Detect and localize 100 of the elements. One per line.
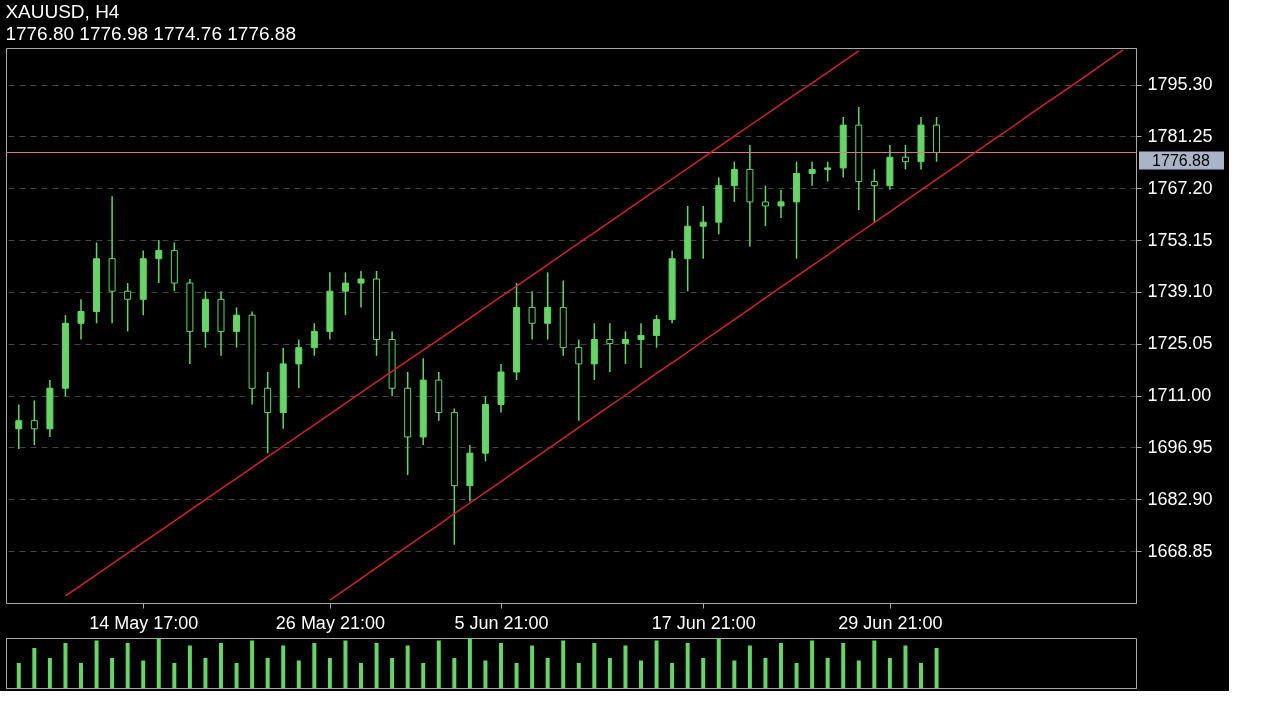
candlestick	[808, 160, 816, 187]
bar	[576, 663, 581, 688]
bar	[156, 638, 161, 688]
bar	[390, 658, 395, 688]
candlestick	[824, 160, 832, 183]
bar	[359, 663, 363, 688]
candlestick	[155, 239, 163, 284]
candlestick	[730, 160, 738, 203]
x-tick-label: 5 Jun 21:00	[454, 612, 549, 633]
x-tick-label: 29 Jun 21:00	[838, 612, 943, 633]
ref-line-label: 1776.88	[1152, 151, 1211, 169]
bar	[607, 658, 612, 688]
bar	[732, 660, 737, 688]
bar	[436, 640, 441, 688]
candlestick	[621, 330, 629, 365]
bar	[639, 660, 643, 688]
bar	[47, 658, 52, 688]
bar	[296, 660, 301, 688]
bar	[125, 643, 130, 688]
bar	[421, 663, 426, 688]
y-tick-label: 1668.85	[1147, 540, 1213, 561]
y-tick-label: 1781.25	[1147, 125, 1213, 146]
candlestick	[544, 271, 552, 341]
bar	[934, 648, 939, 688]
line-series	[329, 49, 1124, 601]
y-tick-label: 1753.15	[1147, 229, 1213, 250]
bar	[79, 663, 83, 688]
bar	[63, 643, 68, 688]
candlestick	[777, 188, 785, 219]
bar	[499, 643, 503, 688]
bar	[872, 640, 877, 688]
candlestick	[124, 282, 132, 333]
y-tick-label: 1682.90	[1147, 488, 1213, 509]
bar	[716, 638, 721, 688]
bar	[623, 645, 628, 688]
bar	[343, 640, 348, 688]
bar	[110, 658, 115, 688]
bar	[265, 658, 270, 688]
y-tick-label: 1711.00	[1147, 385, 1212, 406]
candlestick	[637, 322, 645, 369]
candlestick	[528, 290, 536, 341]
chart-title: XAUUSD, H4	[5, 1, 120, 22]
bar	[747, 645, 752, 688]
candlestick	[310, 322, 318, 357]
candlestick	[77, 298, 85, 341]
bar	[187, 645, 192, 688]
bar	[203, 658, 208, 688]
bar	[779, 643, 783, 688]
x-tick-label: 14 May 17:00	[89, 612, 199, 633]
bar	[592, 643, 597, 688]
bar	[141, 660, 146, 688]
bar	[701, 658, 706, 688]
candlestick	[15, 403, 23, 450]
candlestick	[295, 338, 303, 389]
y-tick-label: 1696.95	[1147, 436, 1213, 457]
bar	[467, 638, 472, 688]
bar	[374, 643, 379, 688]
line-series	[64, 50, 860, 597]
bar	[685, 643, 690, 688]
bar	[281, 645, 286, 688]
chart-subtitle: 1776.80 1776.98 1774.76 1776.88	[5, 23, 296, 44]
bar	[654, 640, 659, 688]
bar	[172, 663, 177, 688]
bar	[561, 640, 566, 688]
bar	[810, 640, 815, 688]
y-tick-label: 1767.20	[1147, 177, 1213, 198]
bar	[794, 663, 799, 688]
candlestick	[341, 271, 349, 316]
y-tick-label: 1739.10	[1147, 281, 1213, 302]
candlestick	[575, 338, 583, 422]
bar	[763, 658, 768, 688]
bar	[825, 658, 830, 688]
bar	[887, 658, 892, 688]
candlestick	[901, 144, 909, 171]
bar	[327, 658, 332, 688]
bar	[670, 663, 675, 688]
bar	[32, 648, 37, 688]
bar	[234, 663, 239, 688]
candlestick	[653, 314, 661, 349]
x-tick-label: 17 Jun 21:00	[651, 612, 756, 633]
bar	[530, 645, 535, 688]
bar	[919, 663, 923, 688]
bar	[94, 640, 99, 688]
bar	[219, 643, 223, 688]
candlestick	[30, 399, 38, 446]
candlestick	[761, 184, 769, 227]
x-tick-label: 26 May 21:00	[275, 612, 385, 633]
bar	[452, 658, 457, 688]
y-tick-label: 1725.05	[1147, 333, 1213, 354]
bar	[405, 645, 410, 688]
candlestick	[699, 205, 707, 260]
bar	[483, 660, 488, 688]
bar	[841, 643, 846, 688]
candlestick	[357, 270, 365, 309]
bar	[545, 658, 550, 688]
bar	[250, 640, 255, 688]
bar	[903, 645, 908, 688]
bar	[856, 660, 861, 688]
y-tick-label: 1795.30	[1147, 74, 1213, 95]
bar	[312, 643, 317, 688]
